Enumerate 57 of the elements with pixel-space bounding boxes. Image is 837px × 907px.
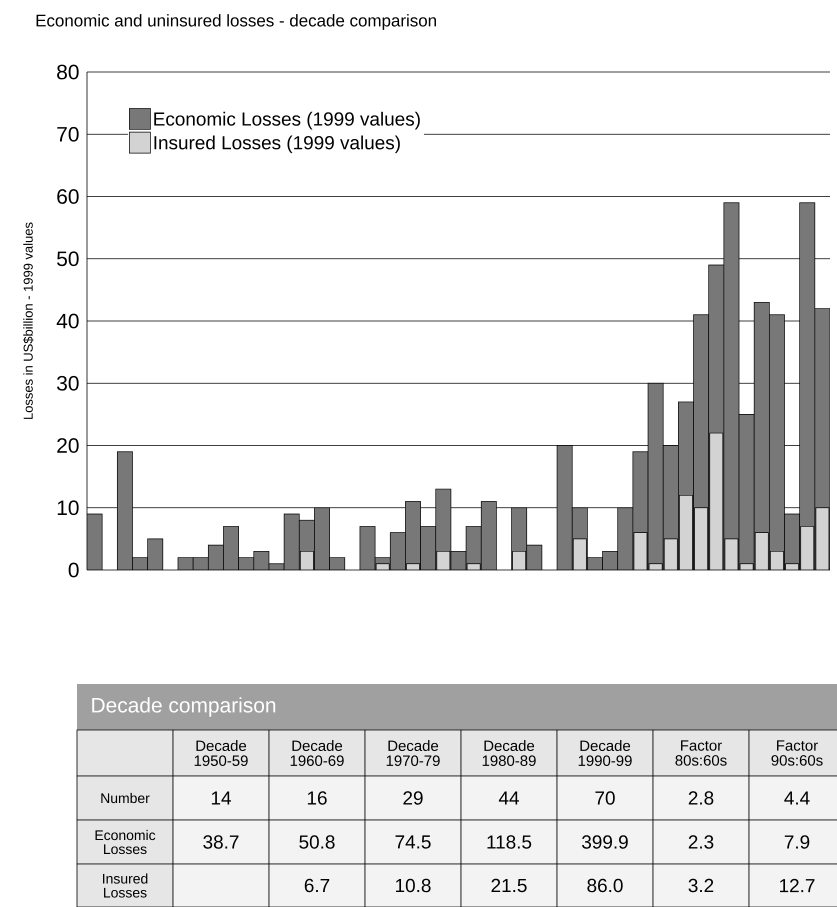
y-tick-label: 0 bbox=[68, 562, 79, 578]
y-tick-label: 50 bbox=[57, 251, 79, 266]
text: 10.8 bbox=[396, 878, 431, 892]
y-tick-label: 30 bbox=[57, 376, 79, 391]
category-label: Decade 1970-79 bbox=[386, 740, 440, 766]
y-tick-label: 40 bbox=[56, 314, 79, 328]
bar bbox=[724, 538, 738, 570]
text: Decade comparison bbox=[92, 697, 276, 717]
y-tick-label: 70 bbox=[57, 126, 79, 142]
bar bbox=[709, 432, 724, 570]
text: 4.4 bbox=[784, 792, 810, 805]
bar bbox=[800, 526, 814, 570]
category-label: Factor 90s:60s bbox=[772, 740, 823, 766]
category-label: Economic Losses bbox=[96, 830, 156, 854]
y-tick-label: 80 bbox=[57, 64, 79, 80]
bar bbox=[572, 538, 587, 570]
text: 29 bbox=[403, 791, 423, 805]
bar bbox=[436, 550, 450, 570]
text: 6.7 bbox=[304, 878, 330, 892]
bar bbox=[300, 550, 314, 570]
category-label: Decade 1960-69 bbox=[290, 740, 344, 766]
text: 3.2 bbox=[688, 878, 714, 892]
text: 118.5 bbox=[487, 835, 532, 849]
text: 50.8 bbox=[299, 835, 335, 849]
text: 44 bbox=[498, 792, 519, 805]
text: 70 bbox=[595, 791, 615, 805]
bar bbox=[664, 538, 678, 570]
bar bbox=[694, 507, 708, 570]
text: 7.9 bbox=[784, 835, 810, 849]
category-label: Number bbox=[101, 792, 150, 804]
text: 399.9 bbox=[582, 835, 628, 849]
y-tick-label: 10 bbox=[58, 500, 79, 516]
category-label: Decade 1980-89 bbox=[482, 740, 536, 766]
text: 2.8 bbox=[688, 791, 714, 805]
category-label: Factor 80s:60s bbox=[675, 740, 727, 766]
text: 16 bbox=[308, 791, 327, 805]
legend-label: Economic Losses (1999 values) bbox=[154, 112, 420, 130]
y-tick-label: 20 bbox=[57, 438, 79, 453]
bar bbox=[754, 532, 769, 570]
text: 74.5 bbox=[396, 835, 431, 849]
bar bbox=[816, 507, 830, 570]
text: 21.5 bbox=[492, 878, 527, 892]
category-label: Insured Losses bbox=[103, 873, 148, 898]
bar bbox=[679, 494, 693, 570]
y-tick-label: 60 bbox=[57, 189, 79, 204]
text: 86.0 bbox=[587, 878, 623, 892]
y-axis-title: Losses in US$billion - 1999 values bbox=[23, 222, 34, 419]
category-label: Decade 1950-59 bbox=[194, 740, 248, 766]
bar bbox=[634, 532, 648, 570]
text: 14 bbox=[212, 792, 231, 805]
chart-title: Economic and uninsured losses - decade comparison bbox=[36, 14, 436, 30]
text: 38.7 bbox=[203, 835, 238, 849]
text: 2.3 bbox=[688, 835, 714, 849]
bar bbox=[512, 550, 526, 570]
text: 12.7 bbox=[780, 878, 814, 892]
legend-label: Insured Losses (1999 values) bbox=[154, 136, 400, 154]
category-label: Decade 1990-99 bbox=[578, 740, 632, 766]
